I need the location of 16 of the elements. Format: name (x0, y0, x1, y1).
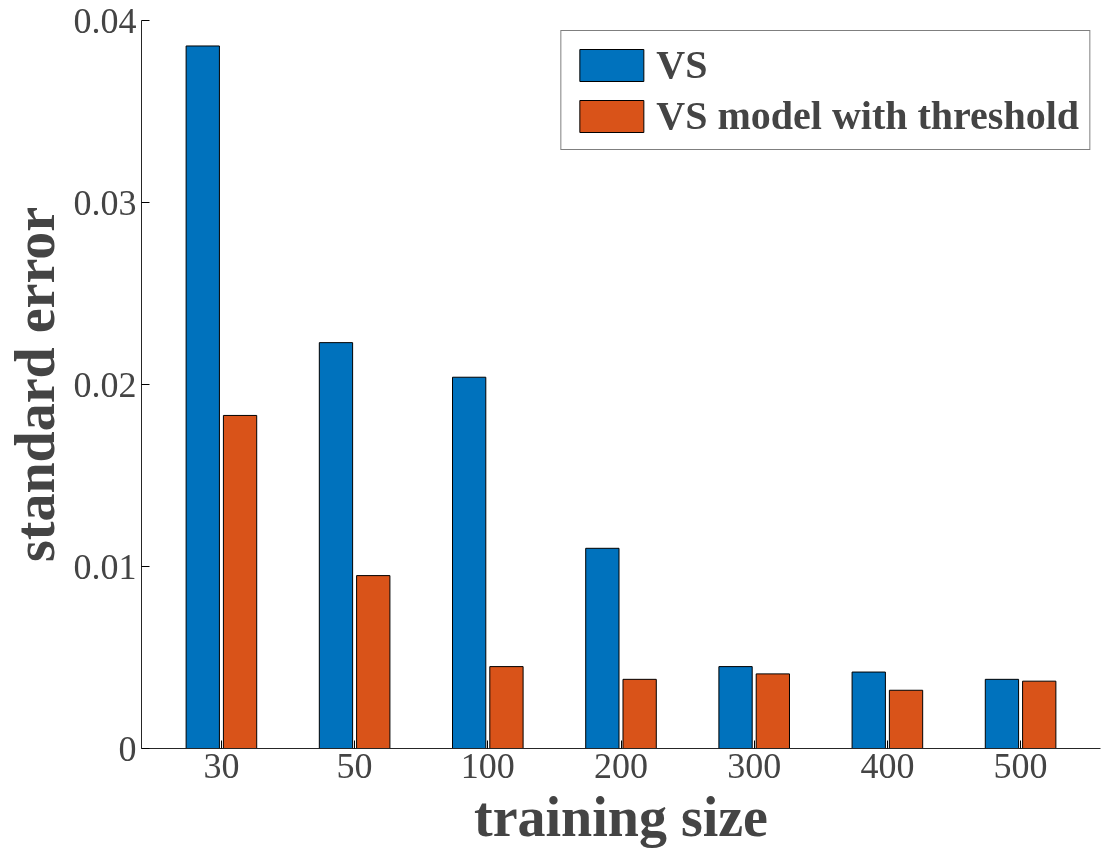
y-tick-label: 0 (118, 728, 137, 769)
y-axis-title: standard error (3, 206, 66, 563)
x-tick-label: 400 (860, 745, 915, 786)
x-tick-label: 50 (336, 745, 373, 786)
y-tick-label: 0.02 (73, 364, 137, 405)
legend-label: VS (656, 41, 708, 88)
x-tick-label: 30 (203, 745, 240, 786)
x-tick-label: 200 (594, 745, 648, 786)
x-tick-label: 100 (460, 745, 515, 786)
legend-label: VS model with threshold (656, 92, 1079, 139)
y-tick-label: 0.04 (73, 0, 137, 41)
y-tick-label: 0.01 (73, 546, 137, 587)
x-axis-title: training size (474, 785, 768, 848)
x-tick-label: 300 (727, 745, 782, 786)
y-tick-label: 0.03 (73, 182, 137, 223)
x-tick-label: 500 (993, 745, 1048, 786)
